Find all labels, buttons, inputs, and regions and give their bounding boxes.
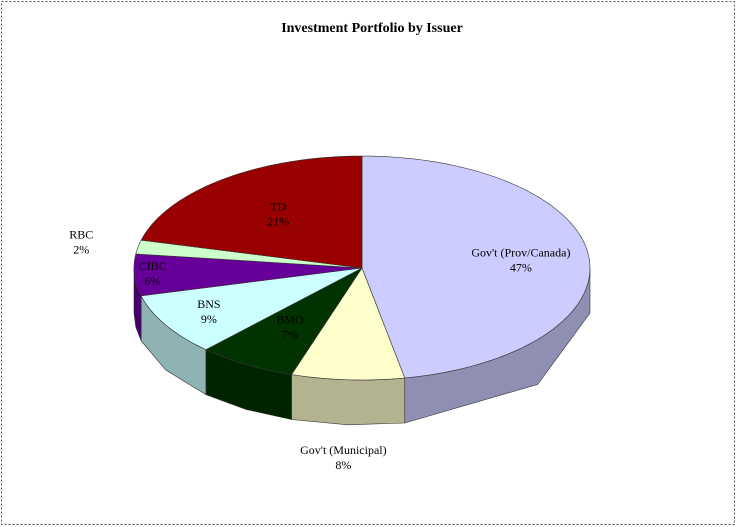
slice-label: TD [270,200,286,214]
slice-top [361,155,591,379]
slice-value-label: 2% [73,243,89,257]
slice-label: RBC [69,228,93,242]
slice-value-label: 6% [145,274,161,288]
slice-label: CIBC [139,259,167,273]
slice [291,267,406,426]
slice [361,155,591,424]
slice-top [291,267,406,381]
slice-top [140,267,363,350]
slice-side [291,374,406,426]
slice [133,253,363,341]
slice-value-label: 47% [510,260,532,274]
slice-top [140,155,363,269]
slice-value-label: 21% [267,215,289,229]
slice-label: Gov't (Municipal) [300,443,386,457]
slice-label: Gov't (Prov/Canada) [471,245,570,259]
slice-label: BMO [276,313,304,327]
slice-label: BNS [197,297,220,311]
slice-value-label: 9% [201,312,217,326]
chart-title: Investment Portfolio by Issuer [281,21,463,36]
slice [140,155,363,269]
slice-value-label: 7% [282,328,298,342]
slice [140,267,363,396]
slice-top [133,253,363,297]
slice-value-label: 8% [335,458,351,472]
slice-top [205,267,363,375]
